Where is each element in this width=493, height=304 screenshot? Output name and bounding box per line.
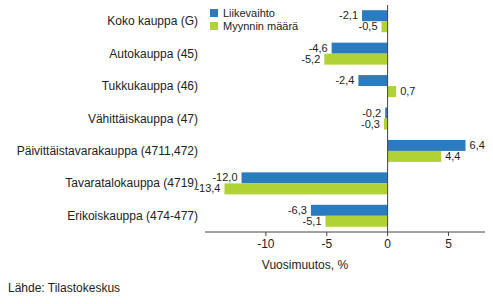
- legend-label: Myynnin määrä: [223, 20, 299, 32]
- bar: [224, 183, 387, 194]
- category-label: Erikoiskauppa (474-477): [67, 209, 198, 223]
- source: Lähde: Tilastokeskus: [8, 281, 120, 295]
- bar: [242, 172, 388, 183]
- bar: [384, 119, 388, 130]
- bar: [332, 43, 388, 54]
- data-label: -0,5: [359, 20, 378, 32]
- category-label: Päivittäistavarakauppa (4711,472): [17, 144, 198, 158]
- chart: Koko kauppa (G)-2,1-0,5Autokauppa (45)-4…: [0, 0, 493, 304]
- bar: [388, 151, 442, 162]
- tick-label: -10: [257, 237, 275, 251]
- data-label: -2,4: [335, 74, 354, 86]
- tick: [326, 232, 327, 236]
- category-label: Tukkukauppa (46): [102, 79, 198, 93]
- tick-label: -5: [321, 237, 332, 251]
- bar: [388, 86, 397, 97]
- zero-line: [387, 5, 388, 232]
- legend-swatch: [210, 22, 218, 30]
- bars: [224, 10, 465, 227]
- tick: [265, 232, 266, 236]
- data-label: -5,1: [303, 215, 322, 227]
- bar: [358, 75, 387, 86]
- data-label: -2,1: [339, 9, 358, 21]
- labels: Koko kauppa (G)-2,1-0,5Autokauppa (45)-4…: [17, 9, 485, 227]
- legend-swatch: [210, 9, 218, 17]
- data-label: 4,4: [445, 150, 460, 162]
- data-label: -5,2: [301, 53, 320, 65]
- category-label: Tavaratalokauppa (4719): [65, 176, 198, 190]
- tick-label: 5: [445, 237, 452, 251]
- category-label: Vähittäiskauppa (47): [88, 112, 198, 126]
- data-label: 0,7: [400, 85, 415, 97]
- axis-title: Vuosimuutos, %: [262, 258, 349, 272]
- bar: [326, 216, 388, 227]
- bar: [311, 205, 388, 216]
- legend-label: Liikevaihto: [223, 7, 275, 19]
- bar: [382, 21, 388, 32]
- tick: [387, 232, 388, 236]
- bar: [324, 54, 387, 65]
- category-label: Koko kauppa (G): [107, 14, 198, 28]
- data-label: -0,3: [361, 118, 380, 130]
- data-label: -13,4: [195, 182, 220, 194]
- category-label: Autokauppa (45): [109, 47, 198, 61]
- tick-label: 0: [384, 237, 391, 251]
- tick: [448, 232, 449, 236]
- legend: LiikevaihtoMyynnin määrä: [210, 7, 299, 32]
- x-axis: -10 -5 0 5 Vuosimuutos, %: [205, 5, 485, 272]
- data-label: 6,4: [470, 139, 485, 151]
- axis-line: [205, 232, 485, 233]
